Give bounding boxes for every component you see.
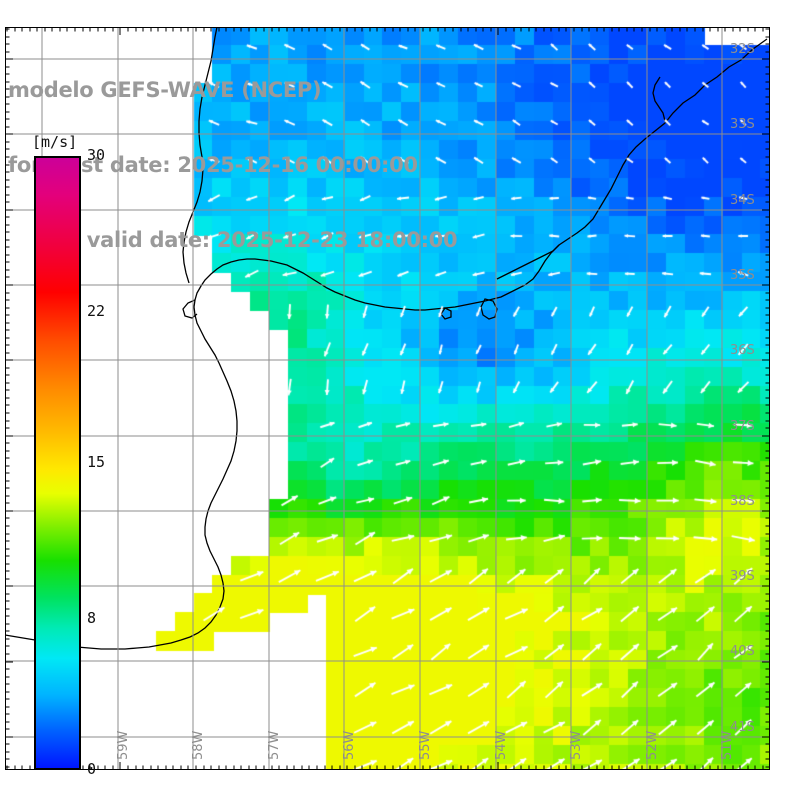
lon-label-55w: 55W xyxy=(418,730,433,760)
lat-label-32s: 32S xyxy=(730,42,755,57)
forecast-date: forecast date: 2025-12-16 00:00:00 xyxy=(8,153,418,177)
lat-label-34s: 34S xyxy=(730,193,755,208)
right-axis-ruler xyxy=(762,28,770,768)
lat-label-36s: 36S xyxy=(730,343,755,358)
lat-label-39s: 39S xyxy=(730,569,755,584)
model-title: modelo GEFS-WAVE (NCEP) xyxy=(8,78,322,102)
colorbar-tick-8: 8 xyxy=(87,608,97,627)
colorbar-gradient xyxy=(34,156,81,770)
lon-label-57w: 57W xyxy=(267,730,282,760)
lon-label-53w: 53W xyxy=(569,730,584,760)
valid-date: valid date: 2025-12-23 18:00:00 xyxy=(86,228,458,252)
lat-label-40s: 40S xyxy=(730,644,755,659)
colorbar-unit-label: [m/s] xyxy=(32,133,78,151)
lon-label-58w: 58W xyxy=(191,730,206,760)
lon-label-52w: 52W xyxy=(645,730,660,760)
figure-title-block: modelo GEFS-WAVE (NCEP) forecast date: 2… xyxy=(8,28,528,303)
colorbar xyxy=(34,156,81,770)
lat-label-35s: 35S xyxy=(730,268,755,283)
colorbar-tick-15: 15 xyxy=(87,453,106,471)
colorbar-tick-0: 0 xyxy=(87,760,97,778)
lon-label-54w: 54W xyxy=(494,730,509,760)
map-plot-area xyxy=(5,27,770,770)
top-axis-ruler xyxy=(6,27,764,35)
colorbar-tick-22: 22 xyxy=(87,301,106,320)
colorbar-tick-30: 30 xyxy=(87,146,106,164)
left-axis-ruler xyxy=(5,28,13,768)
lat-label-38s: 38S xyxy=(730,494,755,509)
bottom-axis-ruler xyxy=(6,762,764,770)
lon-label-51w: 51W xyxy=(720,730,735,760)
lat-label-41s: 41S xyxy=(730,720,755,735)
lon-label-59w: 59W xyxy=(116,730,131,760)
lat-label-33s: 33S xyxy=(730,117,755,132)
lat-label-37s: 37S xyxy=(730,419,755,434)
lon-label-56w: 56W xyxy=(342,730,357,760)
wind-direction-arrows xyxy=(5,27,770,770)
